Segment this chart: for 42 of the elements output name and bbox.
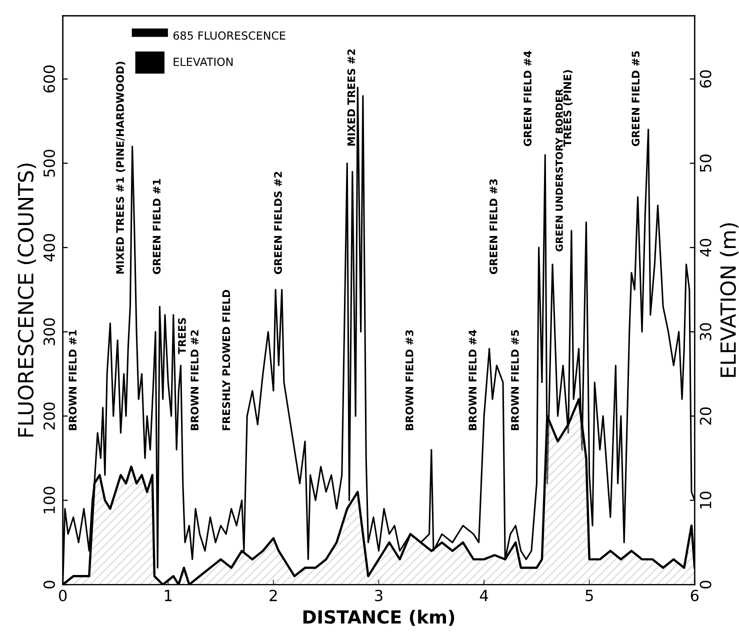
annotation: GREEN UNDERSTORY BORDER <box>556 88 563 252</box>
y-tick-label: 100 <box>43 486 55 514</box>
annotation: GREEN FIELD #5 <box>632 51 640 146</box>
annotation: MIXED TREES #1 (PINE/HARDWOOD) <box>116 62 126 274</box>
y-axis-title: FLUORESCENCE (COUNTS) <box>17 164 36 436</box>
annotation: BROWN FIELD #4 <box>468 330 477 430</box>
y-tick-label: 600 <box>43 65 55 93</box>
annotation: BROWN FIELD #5 <box>510 330 519 430</box>
annotation: TREES (PINE) <box>563 70 573 147</box>
annotation: BROWN FIELD #2 <box>190 330 199 430</box>
x-tick-label: 2 <box>270 590 277 602</box>
x-tick-label: 4 <box>480 590 488 602</box>
x-tick-label: 3 <box>375 590 382 602</box>
y2-tick-label: 0 <box>700 580 712 588</box>
legend-label: 685 FLUORESCENCE <box>173 31 286 40</box>
y2-tick-label: 50 <box>700 154 712 172</box>
y-tick-label: 300 <box>43 318 55 346</box>
y2-tick-label: 20 <box>700 407 712 425</box>
annotation: MIXED TREES #2 <box>347 49 356 146</box>
y2-tick-label: 40 <box>700 238 712 257</box>
annotation: BROWN FIELD #3 <box>405 330 414 430</box>
y-tick-label: 400 <box>43 234 55 262</box>
y2-tick-label: 30 <box>700 323 712 340</box>
x-tick-label: 1 <box>164 590 172 602</box>
y-tick-label: 0 <box>43 580 55 588</box>
annotation: TREES <box>178 318 186 354</box>
annotation: FRESHLY PLOWED FIELD <box>222 290 230 430</box>
legend-label: ELEVATION <box>174 58 233 66</box>
annotation: GREEN FIELD #4 <box>524 50 532 146</box>
annotation: GREEN FIELDS #2 <box>274 172 282 274</box>
x-tick-label: 6 <box>690 590 699 602</box>
x-axis-title: DISTANCE (km) <box>303 610 454 626</box>
x-tick-label: 5 <box>586 590 593 602</box>
y2-tick-label: 10 <box>700 492 712 508</box>
annotation: BROWN FIELD #1 <box>68 330 77 430</box>
y2-tick-label: 60 <box>700 70 712 88</box>
x-tick-label: 0 <box>58 590 67 602</box>
y-tick-label: 200 <box>43 402 55 430</box>
annotation: GREEN FIELD #3 <box>490 179 498 274</box>
y-tick-label: 500 <box>43 150 55 177</box>
annotation: GREEN FIELD #1 <box>152 179 161 274</box>
y2-axis-title: ELEVATION (m) <box>720 223 738 377</box>
